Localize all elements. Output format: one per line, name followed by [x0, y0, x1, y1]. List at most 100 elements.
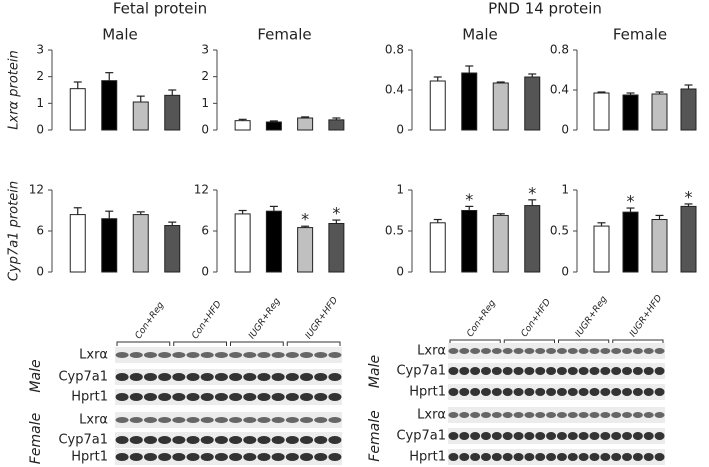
blot-band	[524, 412, 535, 418]
blot-band	[546, 388, 557, 396]
blot-band	[158, 393, 172, 401]
blot-label: Hprt1	[71, 390, 108, 405]
blot-band	[143, 417, 157, 423]
blot-band	[158, 373, 172, 381]
blot-band	[513, 348, 524, 354]
blot-band	[271, 417, 285, 423]
blot-band	[459, 412, 470, 418]
blot-strip	[115, 369, 342, 385]
blot-band	[285, 393, 299, 401]
blot-band	[271, 453, 285, 461]
blot-band	[158, 453, 172, 461]
blot-band	[600, 388, 611, 396]
blot-band	[502, 388, 513, 396]
blot-band	[158, 417, 172, 423]
blot-band	[643, 412, 654, 418]
y-tick-label: 6	[201, 224, 209, 238]
bar	[328, 222, 345, 273]
blot-band	[600, 432, 611, 440]
blot-band	[448, 453, 459, 461]
group-label: Con+HFD	[520, 297, 553, 339]
y-tick-label: 6	[36, 224, 44, 238]
blot-band	[524, 432, 535, 440]
blot-band	[513, 412, 524, 418]
blot-band	[491, 388, 502, 396]
blot-band	[513, 432, 524, 440]
blot-strip	[115, 432, 342, 448]
bar	[265, 121, 282, 131]
blot-band	[632, 453, 643, 461]
blot-band	[214, 436, 228, 444]
blot-band	[314, 453, 328, 461]
blot-band	[214, 453, 228, 461]
y-tick-label: 0	[396, 123, 404, 137]
bar	[297, 227, 314, 273]
blot-band	[589, 348, 600, 354]
blot-band	[632, 412, 643, 418]
y-tick-label: 2	[201, 69, 209, 83]
blot-label: Cyp7a1	[58, 370, 108, 385]
blot-band	[257, 352, 271, 358]
blot-band	[448, 388, 459, 396]
blot-band	[578, 432, 589, 440]
blot-band	[491, 412, 502, 418]
bar	[265, 210, 282, 273]
significance-mark: *	[685, 187, 693, 206]
blot-band	[229, 453, 243, 461]
bar	[234, 120, 251, 131]
y-tick-label: 0	[201, 265, 209, 279]
blot-band	[567, 432, 578, 440]
significance-mark: *	[332, 204, 340, 223]
blot-strip	[448, 407, 665, 423]
group-label: IUGR+Reg	[574, 294, 610, 339]
section-title: PND 14 protein	[488, 0, 602, 18]
blot-band	[611, 453, 622, 461]
blot-band	[622, 432, 633, 440]
y-tick-label: 0	[36, 265, 44, 279]
blot-band	[129, 352, 143, 358]
blot-strip	[448, 449, 665, 465]
blot-band	[632, 388, 643, 396]
group-bracket	[449, 339, 501, 344]
blot-band	[229, 352, 243, 358]
blot-band	[470, 432, 481, 440]
blot-band	[300, 453, 314, 461]
blot-band	[654, 367, 665, 375]
blot-band	[328, 417, 342, 423]
blot-band	[480, 412, 491, 418]
section-title: Fetal protein	[113, 0, 207, 18]
blot-band	[257, 453, 271, 461]
blot-band	[243, 436, 257, 444]
blot-band	[524, 367, 535, 375]
blot-band	[578, 453, 589, 461]
blot-band	[200, 453, 214, 461]
blot-strip	[115, 449, 342, 465]
blot-band	[314, 373, 328, 381]
blot-band	[556, 412, 567, 418]
blot-strip	[448, 343, 665, 359]
blot-band	[229, 436, 243, 444]
blot-band	[546, 432, 557, 440]
blot-band	[243, 373, 257, 381]
blot-band	[600, 412, 611, 418]
blot-band	[611, 348, 622, 354]
y-axis-label: Cyp7a1 protein	[7, 181, 22, 281]
blot-band	[535, 348, 546, 354]
blot-band	[589, 412, 600, 418]
blot-band	[459, 388, 470, 396]
bar	[651, 93, 668, 131]
blot-band	[115, 393, 129, 401]
group-label: IUGR+Reg	[247, 296, 283, 341]
blot-band	[115, 417, 129, 423]
bar	[680, 88, 697, 131]
blot-band	[271, 352, 285, 358]
y-tick-label: 1	[201, 96, 209, 110]
y-tick-label: 0	[561, 123, 569, 137]
y-tick-label: 0.5	[385, 224, 404, 238]
bar	[680, 205, 697, 273]
bar	[234, 213, 251, 273]
group-bracket	[286, 341, 341, 346]
blot-band	[502, 453, 513, 461]
y-axis-label: Lxrα protein	[7, 50, 22, 129]
